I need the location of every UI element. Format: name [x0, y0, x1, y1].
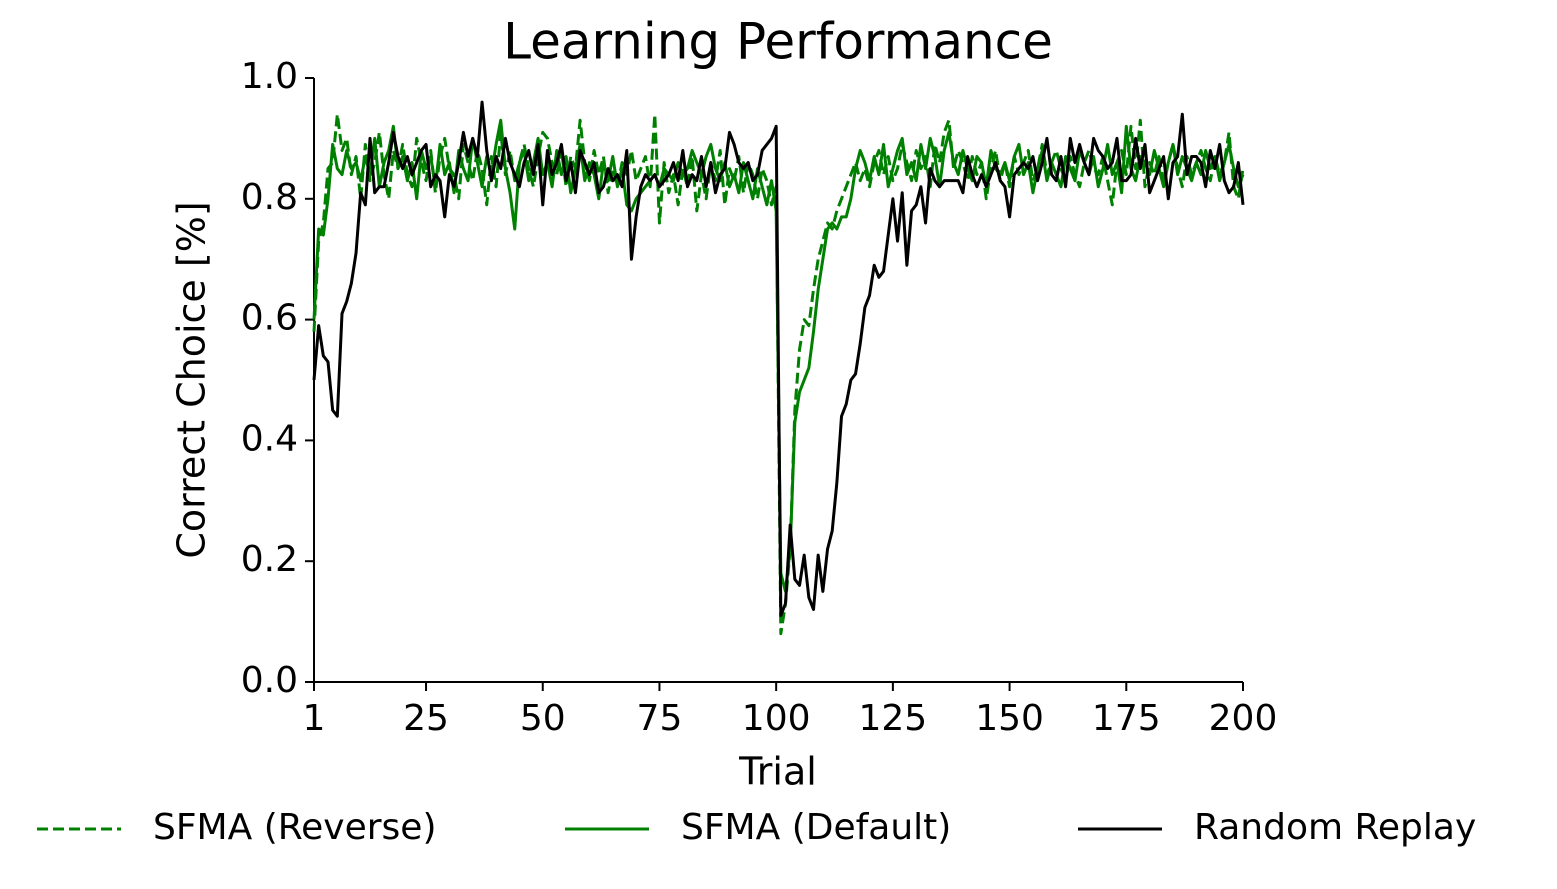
x-tick-label: 100 — [742, 698, 811, 739]
chart-title: Learning Performance — [503, 13, 1053, 71]
x-tick-label: 25 — [403, 698, 449, 739]
legend-label: SFMA (Reverse) — [153, 807, 436, 848]
x-axis-label: Trial — [738, 750, 817, 794]
x-tick-label: 125 — [859, 698, 928, 739]
legend-label: SFMA (Default) — [681, 807, 951, 848]
y-tick-label: 0.6 — [241, 298, 298, 339]
legend-label: Random Replay — [1194, 807, 1476, 848]
y-tick-label: 0.4 — [241, 418, 298, 459]
y-tick-label: 0.2 — [241, 539, 298, 580]
y-tick-label: 0.8 — [241, 177, 298, 218]
x-tick-label: 200 — [1209, 698, 1278, 739]
x-tick-label: 175 — [1092, 698, 1161, 739]
x-tick-label: 75 — [637, 698, 683, 739]
y-axis-label: Correct Choice [%] — [170, 201, 214, 558]
series-line — [312, 100, 1245, 618]
y-tick-label: 1.0 — [241, 56, 298, 97]
x-tick-label: 150 — [975, 698, 1044, 739]
x-tick-label: 50 — [520, 698, 566, 739]
y-tick-label: 0.0 — [241, 660, 298, 701]
x-tick-label: 1 — [303, 698, 326, 739]
